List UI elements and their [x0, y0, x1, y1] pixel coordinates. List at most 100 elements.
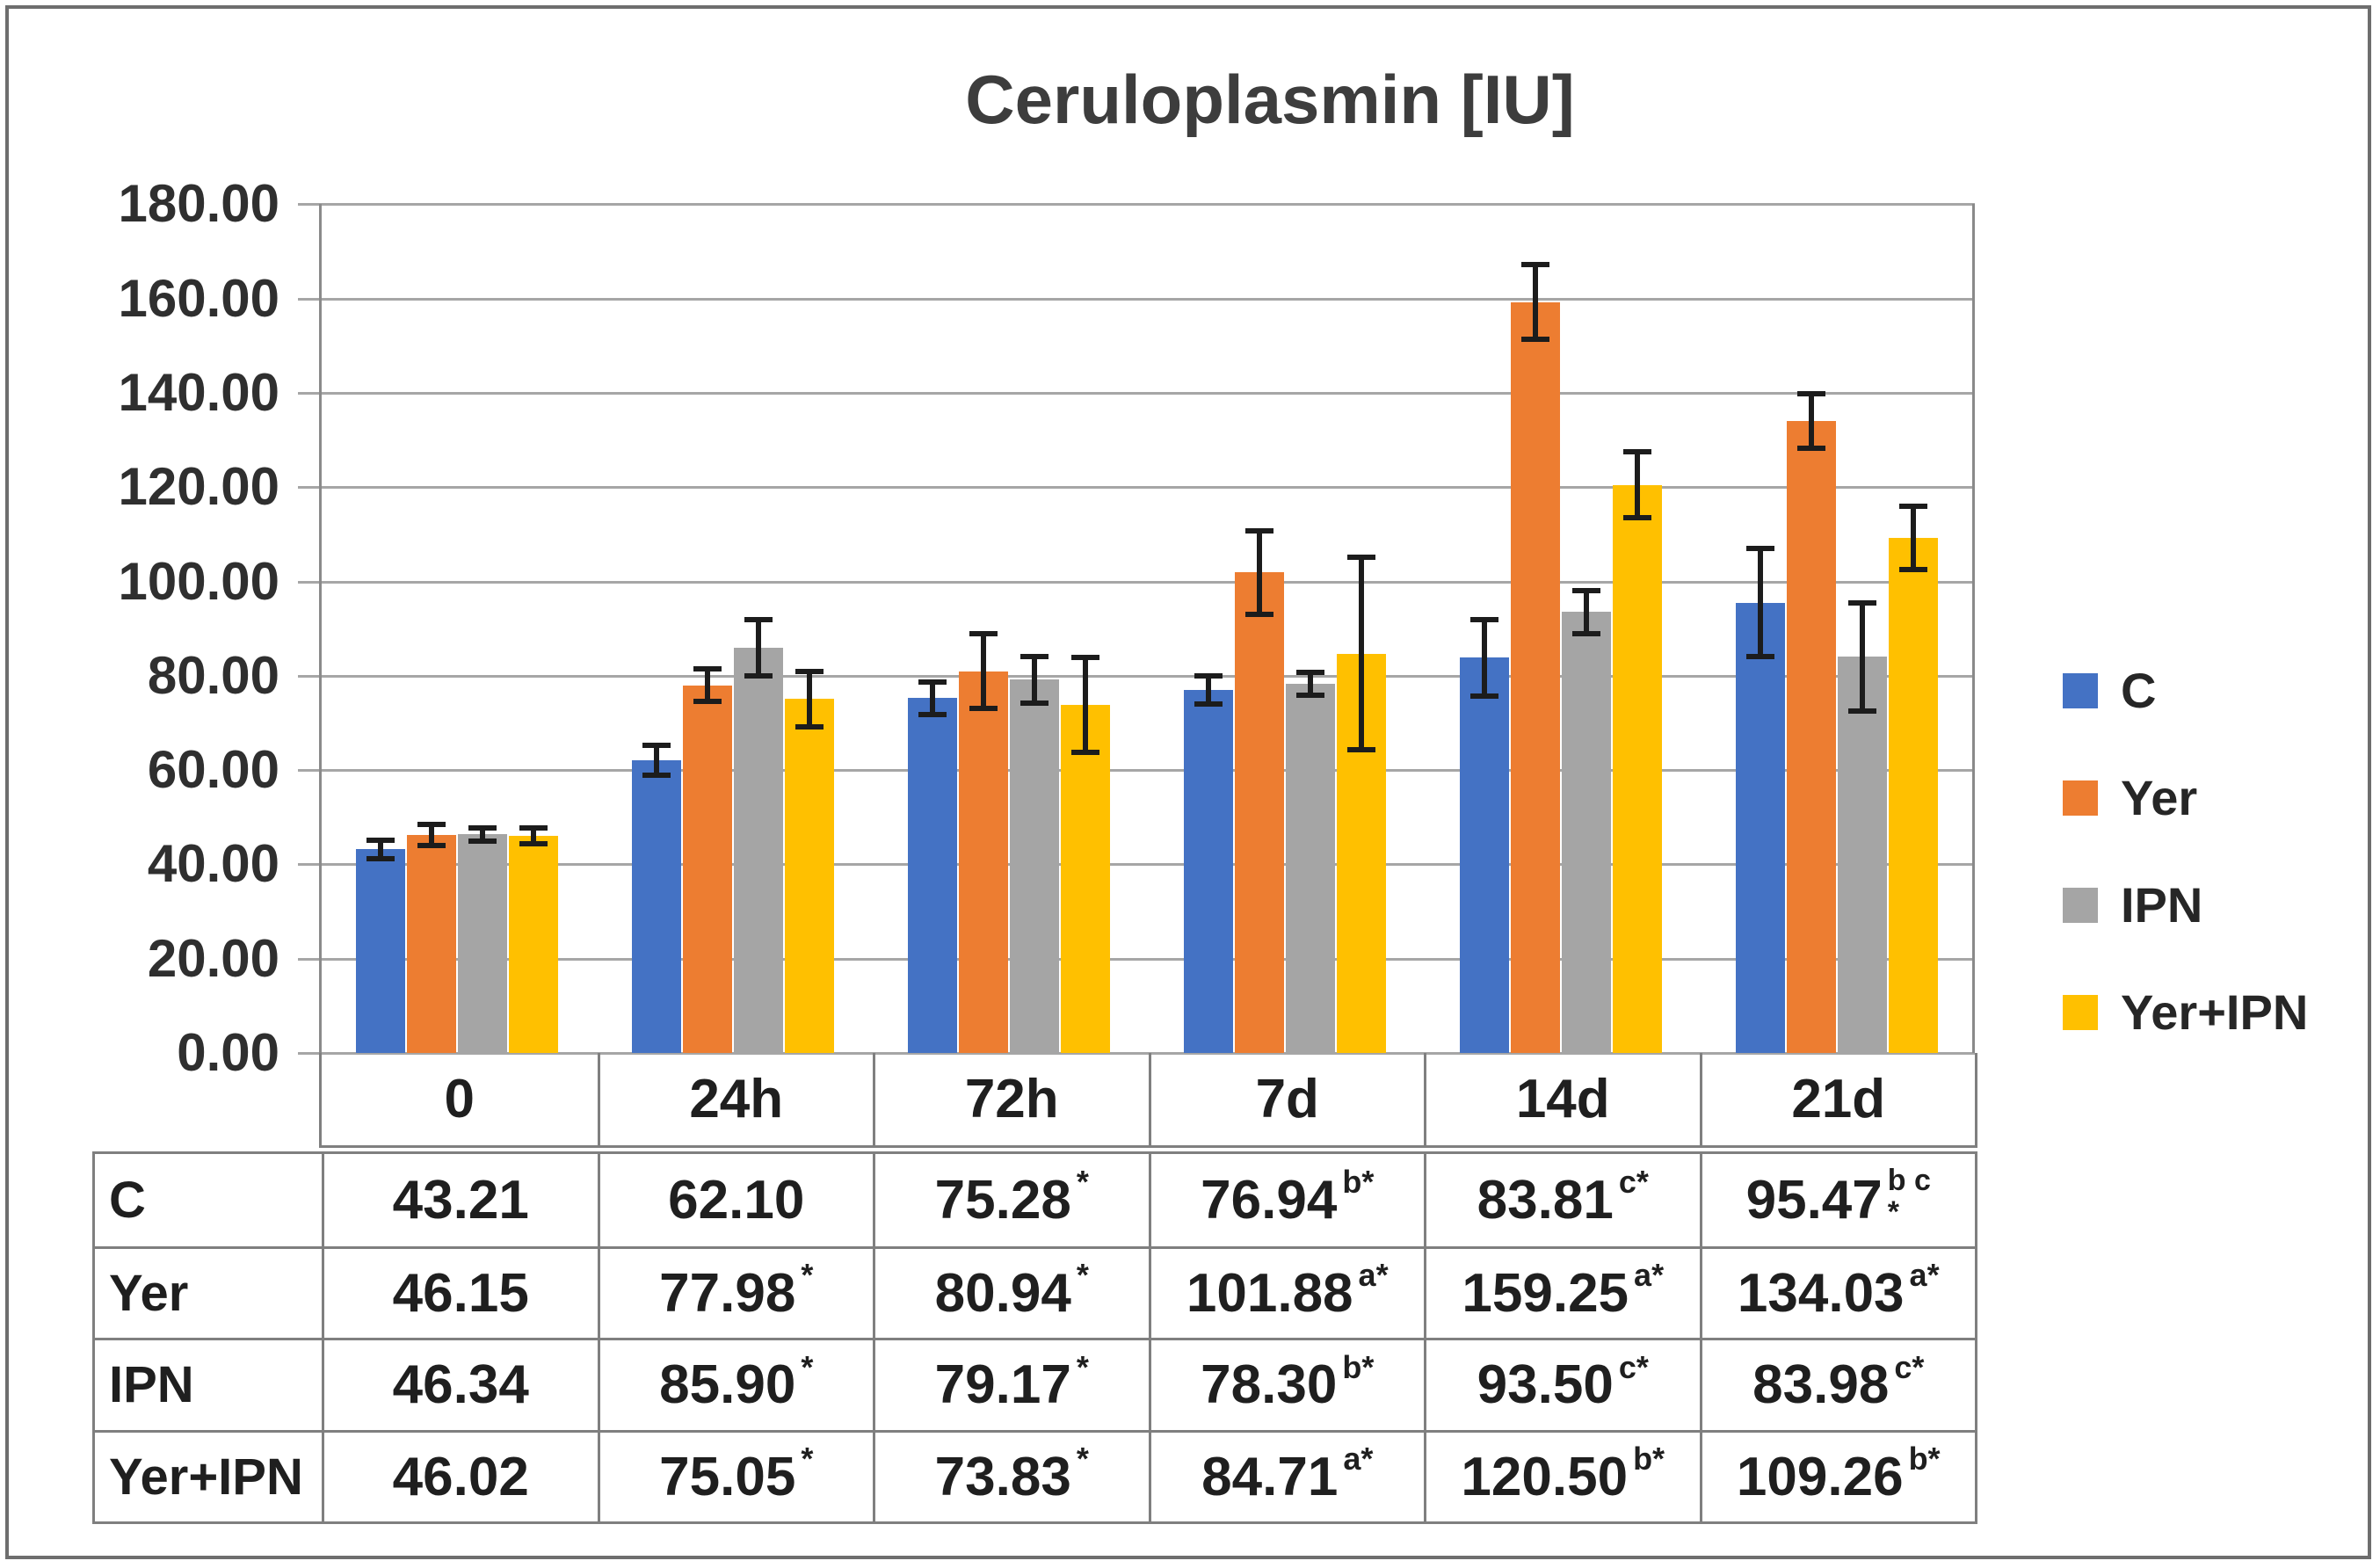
table-cell-value: 46.15: [392, 1262, 529, 1324]
bar-Yer-24h: [683, 685, 732, 1053]
legend-item-Yer+IPN: Yer+IPN: [2063, 984, 2308, 1041]
table-cell-value: 76.94: [1201, 1169, 1338, 1230]
bar-IPN-7d: [1286, 683, 1335, 1053]
legend-label: Yer: [2121, 770, 2198, 825]
y-axis-tick-label: 40.00: [147, 834, 279, 894]
table-cell-Yer+IPN-7d: 84.71 a*: [1148, 1429, 1424, 1521]
errorbar-IPN-24h: [744, 617, 773, 679]
bar-Yer+IPN-24h: [785, 699, 834, 1053]
y-axis-tick-label: 140.00: [118, 362, 279, 422]
table-cell-value: 85.90: [659, 1354, 796, 1416]
table-cell-Yer-24h: 77.98 *: [597, 1245, 873, 1338]
errorbar-Yer-24h: [693, 666, 722, 705]
table-cell-value: 73.83: [934, 1446, 1071, 1507]
table-cell-value: 95.47: [1745, 1169, 1883, 1230]
gridline-0.00: [298, 1052, 1975, 1055]
table-cell-Yer+IPN-0: 46.02: [322, 1429, 598, 1521]
table-cell-Yer-14d: 159.25 a*: [1424, 1245, 1700, 1338]
table-cell-value: 80.94: [934, 1262, 1071, 1324]
table-cell-C-21d: 95.47 b c *: [1699, 1154, 1976, 1246]
table-cell-value: 134.03: [1737, 1262, 1905, 1324]
legend-swatch-Yer+IPN: [2063, 994, 2098, 1030]
bar-IPN-21d: [1838, 657, 1887, 1053]
table-cell-value: 79.17: [934, 1354, 1071, 1416]
legend-label: IPN: [2121, 877, 2203, 933]
errorbar-C-24h: [642, 743, 671, 778]
table-cell-IPN-0: 46.34: [322, 1338, 598, 1430]
bar-Yer+IPN-0: [509, 836, 558, 1053]
x-category-label-24h: 24h: [597, 1053, 874, 1145]
table-cell-value: 109.26: [1736, 1446, 1904, 1507]
table-cell-value: 77.98: [659, 1262, 796, 1324]
legend-swatch-C: [2063, 672, 2098, 708]
table-cell-superscript: b*: [1633, 1441, 1665, 1477]
gridline-60.00: [298, 769, 1975, 773]
table-cell-Yer+IPN-14d: 120.50 b*: [1424, 1429, 1700, 1521]
y-axis-tick-label: 120.00: [118, 457, 279, 517]
bar-Yer+IPN-21d: [1889, 537, 1938, 1053]
table-cell-C-72h: 75.28 *: [873, 1154, 1149, 1246]
table-cell-C-14d: 83.81 c*: [1424, 1154, 1700, 1246]
table-cell-IPN-24h: 85.90 *: [597, 1338, 873, 1430]
table-cell-superscript: a*: [1909, 1257, 1940, 1294]
data-table: C 43.21 62.10 75.28 * 76.94 b* 83.81 c* 95.47 b c *…: [92, 1151, 1977, 1524]
errorbar-C-21d: [1746, 546, 1774, 660]
table-cell-C-7d: 76.94 b*: [1148, 1154, 1425, 1246]
y-axis-tick-label: 0.00: [177, 1023, 279, 1082]
bar-Yer-7d: [1235, 572, 1284, 1053]
table-cell-Yer-7d: 101.88 a*: [1148, 1245, 1424, 1338]
table-row-header-Yer: Yer: [95, 1245, 322, 1339]
legend-swatch-IPN: [2063, 887, 2098, 923]
bar-Yer+IPN-14d: [1613, 484, 1662, 1053]
errorbar-C-14d: [1470, 616, 1498, 700]
errorbar-Yer+IPN-24h: [795, 668, 824, 730]
bar-IPN-0: [458, 834, 507, 1053]
x-category-label-14d: 14d: [1424, 1053, 1700, 1145]
gridline-160.00: [298, 297, 1975, 301]
bar-C-24h: [632, 759, 681, 1053]
y-axis-tick-label: 160.00: [118, 268, 279, 328]
table-cell-C-24h: 62.10: [597, 1154, 874, 1246]
x-axis-category-row: 0 24h 72h 7d 14d 21d: [319, 1053, 1977, 1148]
table-cell-superscript: b*: [1908, 1441, 1941, 1477]
gridline-80.00: [298, 674, 1975, 678]
table-cell-IPN-72h: 79.17 *: [873, 1338, 1149, 1430]
y-axis-tick-label: 180.00: [118, 174, 279, 234]
errorbar-Yer+IPN-0: [519, 825, 548, 846]
legend-swatch-Yer: [2063, 780, 2098, 816]
bar-C-72h: [908, 698, 957, 1053]
table-cell-superscript: *: [801, 1348, 814, 1385]
y-axis-tick-label: 100.00: [118, 551, 279, 611]
errorbar-C-0: [366, 837, 395, 861]
legend-label: Yer+IPN: [2121, 984, 2309, 1040]
bar-Yer-21d: [1787, 421, 1836, 1053]
gridline-100.00: [298, 580, 1975, 584]
table-cell-Yer+IPN-21d: 109.26 b*: [1699, 1429, 1975, 1521]
table-cell-superscript: *: [801, 1257, 814, 1294]
gridline-140.00: [298, 391, 1975, 395]
gridline-20.00: [298, 957, 1975, 961]
errorbar-IPN-72h: [1020, 653, 1049, 706]
table-cell-IPN-7d: 78.30 b*: [1148, 1338, 1424, 1430]
y-axis-tick-label: 20.00: [147, 928, 279, 988]
table-cell-C-0: 43.21: [322, 1154, 598, 1246]
bar-Yer-72h: [959, 671, 1008, 1053]
table-cell-superscript: *: [1076, 1348, 1089, 1385]
legend-item-C: C: [2063, 662, 2156, 719]
table-cell-Yer-21d: 134.03 a*: [1699, 1245, 1975, 1338]
table-cell-superscript: *: [1076, 1257, 1089, 1294]
errorbar-IPN-14d: [1572, 587, 1600, 637]
table-cell-superscript: b*: [1342, 1164, 1375, 1201]
x-category-label-7d: 7d: [1148, 1053, 1425, 1145]
table-cell-value: 83.81: [1477, 1169, 1614, 1230]
gridline-40.00: [298, 863, 1975, 867]
bar-C-21d: [1736, 602, 1785, 1053]
x-category-label-0: 0: [444, 1069, 475, 1129]
table-cell-value: 43.21: [392, 1169, 529, 1230]
table-cell-superscript: a*: [1343, 1441, 1374, 1477]
table-cell-value: 101.88: [1186, 1262, 1353, 1324]
errorbar-Yer-7d: [1245, 527, 1273, 618]
table-row-header-C: C: [109, 1171, 146, 1229]
